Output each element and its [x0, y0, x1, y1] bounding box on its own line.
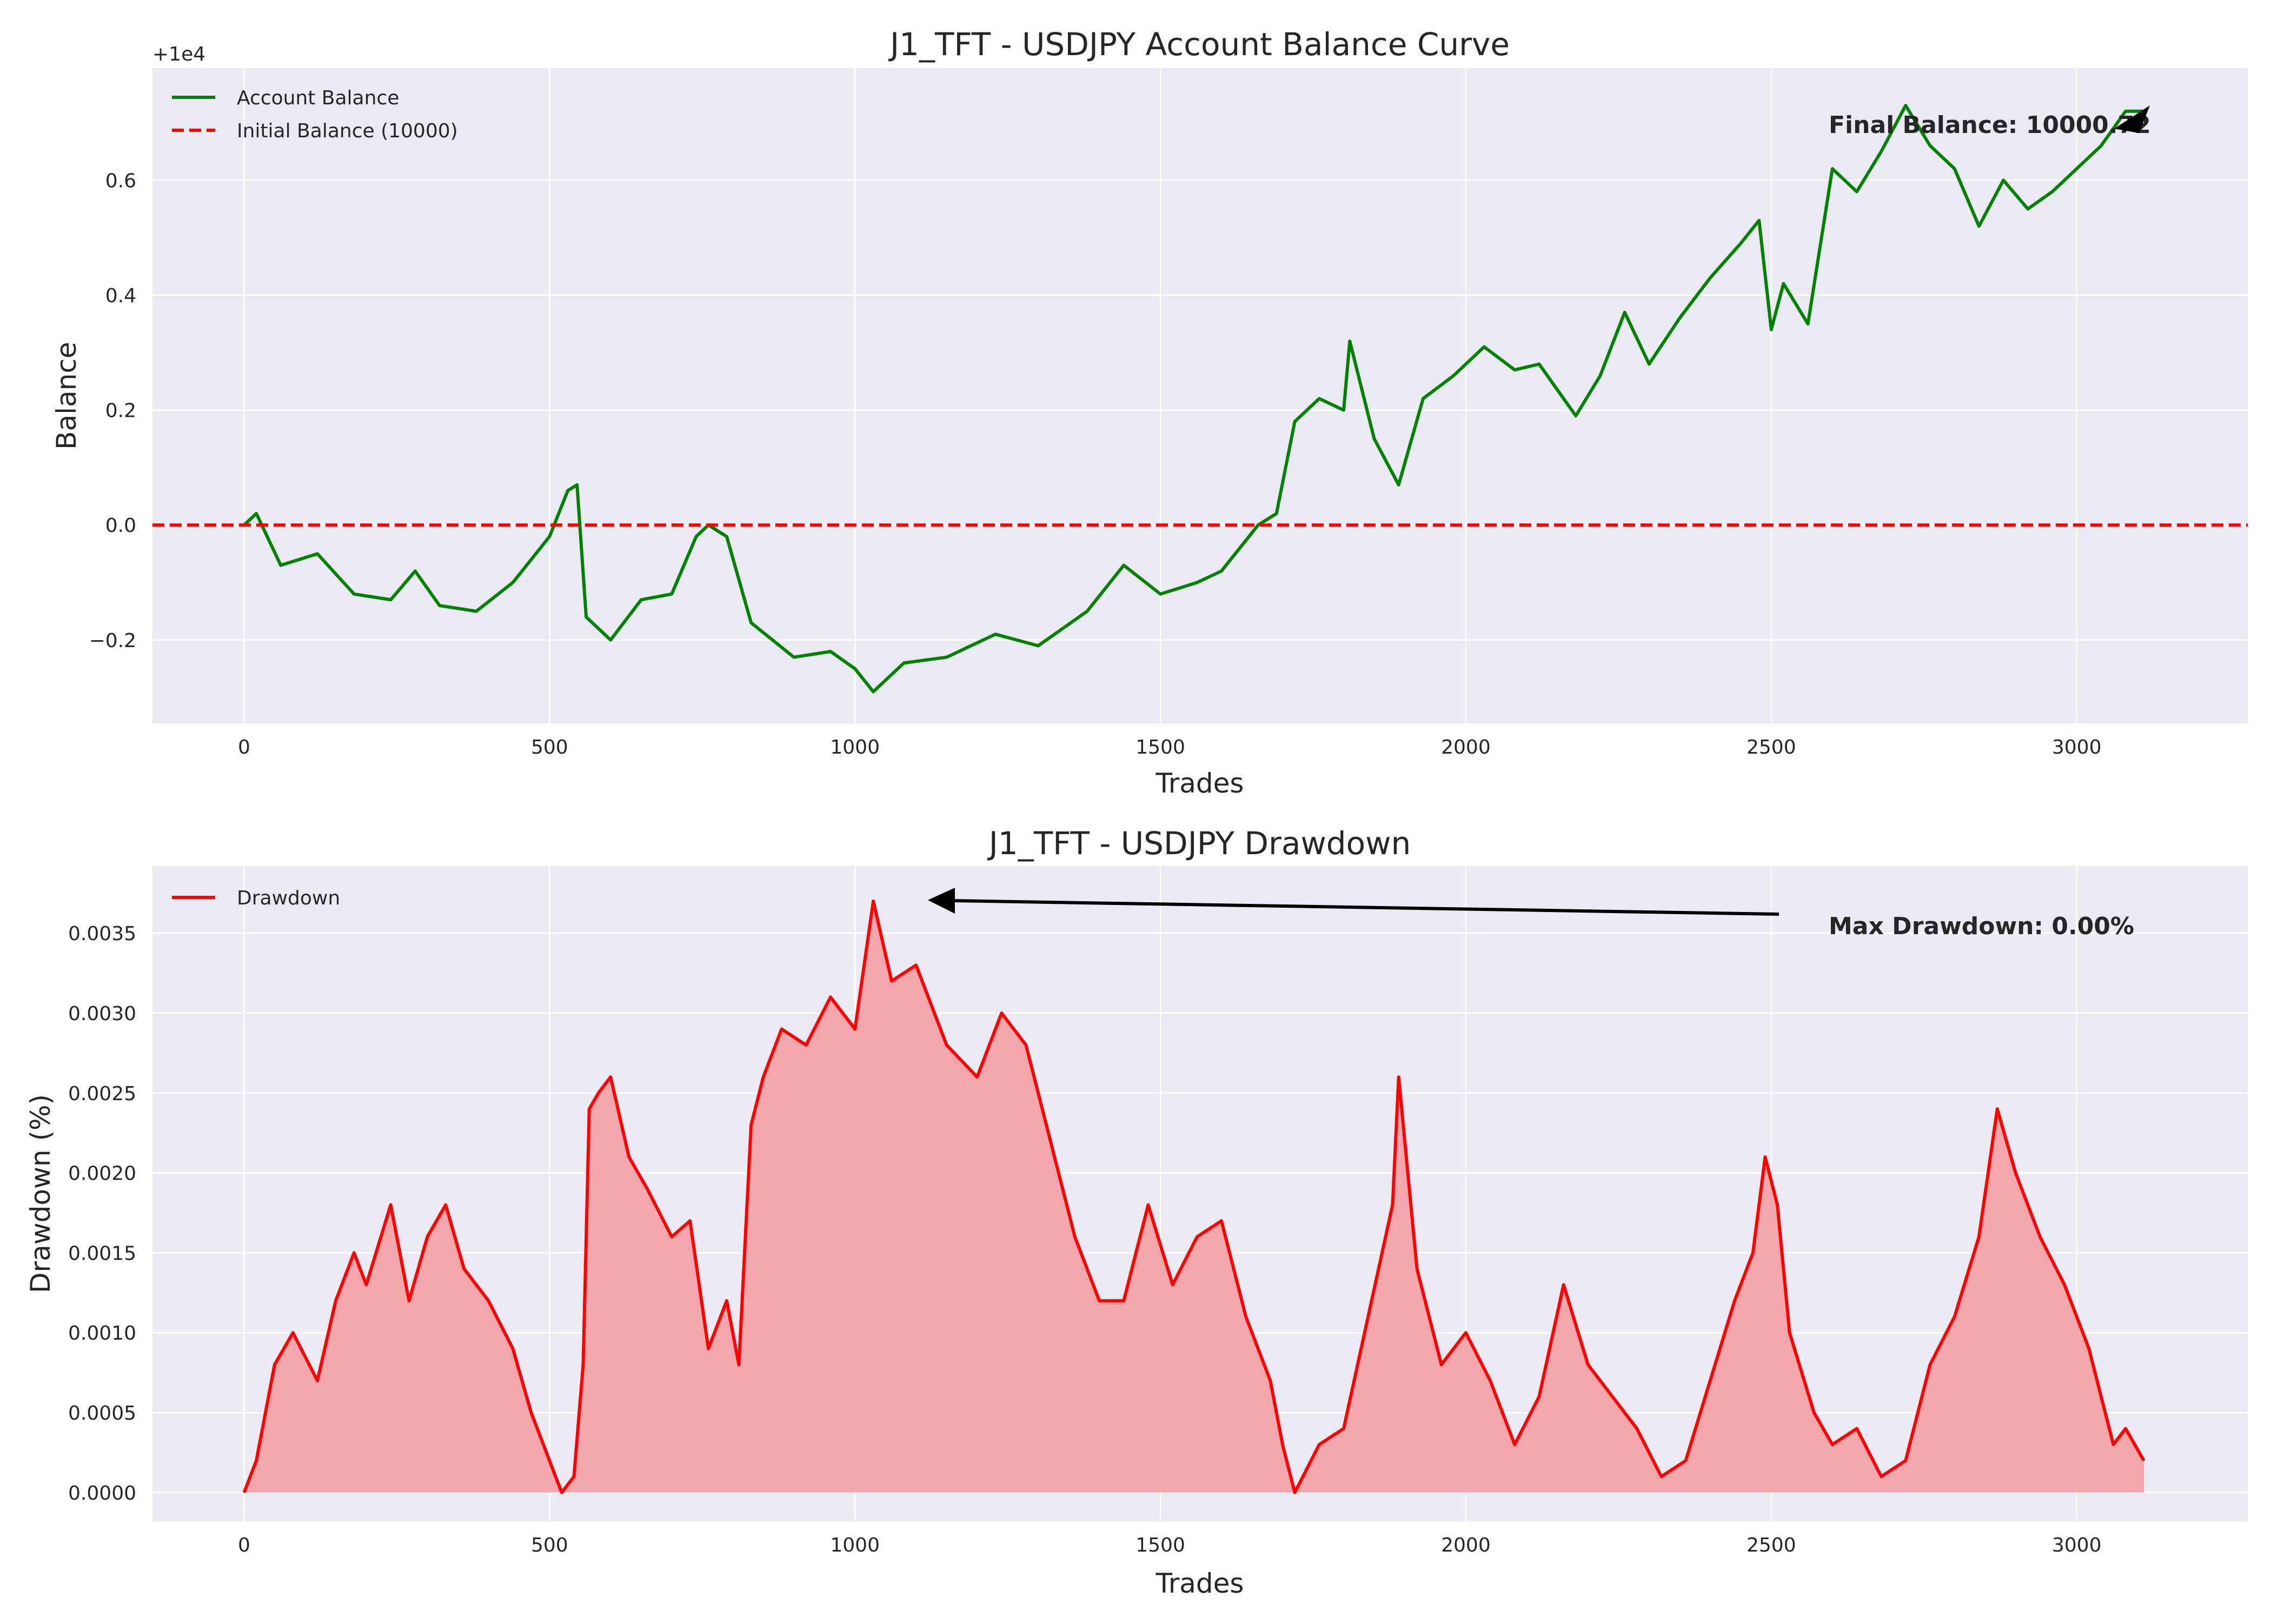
max-drawdown-annotation: Max Drawdown: 0.00%	[1829, 913, 2134, 940]
drawdown-ytick-label: 0.0035	[68, 923, 136, 945]
drawdown-line	[242, 900, 2146, 1494]
drawdown-legend: Drawdown	[172, 887, 340, 909]
drawdown-xtick-label: 1500	[1136, 1534, 1185, 1556]
max-drawdown-arrow-head	[928, 888, 955, 914]
drawdown-ytick-label: 0.0005	[68, 1402, 136, 1425]
balance-ytick-label: −0.2	[89, 630, 136, 652]
balance-ylabel: Balance	[51, 342, 82, 449]
balance-xtick-label: 3000	[2052, 736, 2102, 758]
drawdown-xtick-label: 1000	[830, 1534, 880, 1556]
balance-xtick-label: 2500	[1747, 736, 1796, 758]
balance-title: J1_TFT - USDJPY Account Balance Curve	[888, 26, 1510, 63]
balance-xlabel: Trades	[1156, 768, 1244, 799]
legend-label-initial-balance: Initial Balance (10000)	[237, 120, 458, 142]
final-balance-arrow	[2114, 105, 2150, 133]
balance-ytick-label: 0.0	[105, 515, 136, 537]
drawdown-chart: 0 500 1000 1500 2000 2500 3000 0.0000 0.0005 0.00…	[25, 825, 2248, 1599]
drawdown-marks	[242, 900, 2146, 1494]
drawdown-xlabel: Trades	[1156, 1568, 1244, 1599]
drawdown-xtick-label: 3000	[2052, 1534, 2102, 1556]
final-balance-annotation: Final Balance: 10000.72	[1829, 111, 2151, 139]
balance-ytick-label: 0.4	[105, 285, 136, 307]
drawdown-xtick-label: 2500	[1747, 1534, 1796, 1556]
balance-xtick-label: 500	[531, 736, 568, 758]
balance-xtick-label: 2000	[1441, 736, 1491, 758]
drawdown-ytick-label: 0.0000	[68, 1482, 136, 1505]
balance-xtick-label: 1000	[830, 736, 880, 758]
drawdown-xtick-label: 500	[531, 1534, 568, 1556]
balance-ytick-label: 0.2	[105, 400, 136, 422]
balance-xtick-label: 1500	[1136, 736, 1185, 758]
account-balance-line	[243, 104, 2144, 694]
drawdown-ylabel: Drawdown (%)	[25, 1094, 56, 1293]
drawdown-ytick-label: 0.0010	[68, 1322, 136, 1345]
drawdown-area-fill	[244, 901, 2144, 1493]
balance-ticks: 0 500 1000 1500 2000 2500 3000 −0.2 0.0 0.2 0.4 0.6	[89, 170, 2102, 758]
legend-label-drawdown: Drawdown	[237, 887, 340, 909]
max-drawdown-arrow-shaft	[951, 899, 1779, 916]
balance-plot-area	[152, 68, 2248, 723]
drawdown-ytick-label: 0.0015	[68, 1242, 136, 1264]
drawdown-xtick-label: 2000	[1441, 1534, 1491, 1556]
legend-label-account-balance: Account Balance	[237, 87, 399, 109]
balance-legend: Account Balance Initial Balance (10000)	[172, 87, 458, 142]
balance-xtick-label: 0	[238, 736, 250, 758]
balance-offset-label: +1e4	[152, 43, 205, 65]
drawdown-ytick-label: 0.0030	[68, 1003, 136, 1025]
drawdown-ticks: 0 500 1000 1500 2000 2500 3000 0.0000 0.0005 0.00…	[68, 923, 2101, 1556]
balance-chart: 0 500 1000 1500 2000 2500 3000 −0.2 0.0 0.2 0.4 0.6…	[51, 26, 2248, 799]
drawdown-xtick-label: 0	[238, 1534, 250, 1556]
drawdown-ytick-label: 0.0020	[68, 1163, 136, 1185]
drawdown-title: J1_TFT - USDJPY Drawdown	[987, 825, 1411, 862]
balance-ytick-label: 0.6	[105, 170, 136, 192]
drawdown-ytick-label: 0.0025	[68, 1083, 136, 1105]
balance-marks	[152, 104, 2248, 694]
